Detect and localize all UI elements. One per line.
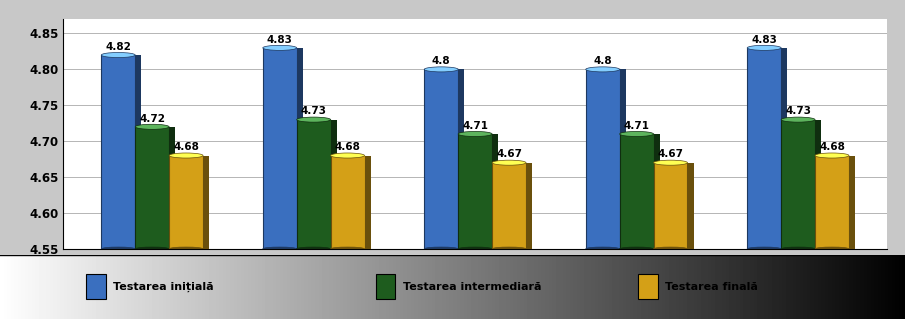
Text: 4.67: 4.67 [496,149,522,160]
Bar [424,70,458,249]
Ellipse shape [424,247,458,251]
Bar [586,70,620,249]
Ellipse shape [620,131,653,137]
Polygon shape [458,70,464,249]
Polygon shape [297,48,303,249]
Ellipse shape [297,117,330,122]
Polygon shape [365,156,371,249]
Polygon shape [203,156,209,249]
Ellipse shape [169,153,203,158]
FancyBboxPatch shape [638,274,658,299]
FancyBboxPatch shape [376,274,395,299]
Bar [330,156,365,249]
Polygon shape [620,70,625,249]
Text: 4.72: 4.72 [139,114,166,123]
Text: 4.68: 4.68 [173,142,199,152]
Bar [262,48,297,249]
Text: 4.68: 4.68 [335,142,360,152]
Text: Testarea inițială: Testarea inițială [113,282,214,292]
Ellipse shape [101,247,135,251]
Ellipse shape [424,67,458,72]
Polygon shape [526,163,532,249]
Ellipse shape [101,53,135,57]
Bar [620,134,653,249]
Ellipse shape [330,247,365,251]
Text: 4.73: 4.73 [300,106,327,116]
Ellipse shape [781,247,815,251]
Polygon shape [781,48,787,249]
Text: 4.83: 4.83 [267,34,292,45]
Polygon shape [688,163,693,249]
Ellipse shape [135,124,169,129]
Ellipse shape [458,247,492,251]
Ellipse shape [262,45,297,50]
Ellipse shape [653,247,688,251]
Text: 4.8: 4.8 [432,56,451,66]
Ellipse shape [135,247,169,251]
Text: 4.67: 4.67 [658,149,683,160]
Text: Testarea intermediară: Testarea intermediară [403,282,541,292]
Text: 4.8: 4.8 [594,56,612,66]
Ellipse shape [586,67,620,72]
Polygon shape [169,127,176,249]
Text: 4.71: 4.71 [624,121,650,131]
Text: 4.82: 4.82 [105,42,131,52]
Ellipse shape [169,247,203,251]
Polygon shape [653,134,660,249]
Bar [458,134,492,249]
Text: 4.73: 4.73 [785,106,811,116]
Ellipse shape [781,117,815,122]
Polygon shape [330,120,337,249]
Ellipse shape [815,247,849,251]
Text: 4.83: 4.83 [751,34,777,45]
Bar [492,163,526,249]
Polygon shape [492,134,498,249]
Bar [297,120,330,249]
Bar [653,163,688,249]
Bar [748,48,781,249]
Ellipse shape [492,247,526,251]
Bar [815,156,849,249]
Bar [101,55,135,249]
Bar [781,120,815,249]
FancyBboxPatch shape [86,274,106,299]
Ellipse shape [492,160,526,165]
Ellipse shape [330,153,365,158]
Ellipse shape [620,247,653,251]
Ellipse shape [653,160,688,165]
Bar [169,156,203,249]
Polygon shape [849,156,855,249]
Text: 4.71: 4.71 [462,121,488,131]
Text: 4.68: 4.68 [819,142,845,152]
Ellipse shape [748,247,781,251]
Text: Testarea finală: Testarea finală [665,282,758,292]
Polygon shape [135,55,141,249]
Ellipse shape [815,153,849,158]
Ellipse shape [748,45,781,50]
Ellipse shape [458,131,492,137]
Polygon shape [815,120,821,249]
Ellipse shape [297,247,330,251]
Ellipse shape [262,247,297,251]
Ellipse shape [586,247,620,251]
Bar [135,127,169,249]
